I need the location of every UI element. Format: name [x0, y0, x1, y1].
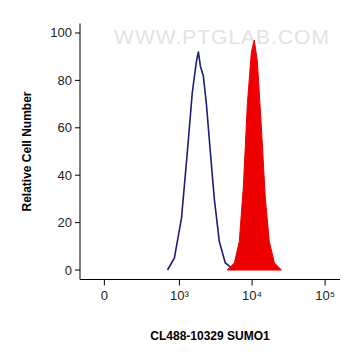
x-tick-label: 0 [101, 288, 108, 303]
series-group [168, 40, 282, 270]
y-tick-label: 60 [58, 120, 72, 135]
x-tick-label: 10³ [170, 288, 189, 303]
y-tick-label: 20 [58, 215, 72, 230]
y-tick-label: 80 [58, 73, 72, 88]
y-tick [75, 222, 80, 223]
area [227, 40, 281, 270]
y-tick-label: 100 [50, 25, 72, 40]
watermark: WWW.PTGLAB.COM [114, 25, 330, 48]
y-tick-label: 0 [65, 263, 72, 278]
y-tick [75, 80, 80, 81]
x-tick-label: 10⁴ [242, 288, 262, 303]
line [168, 52, 235, 270]
y-tick-label: 40 [58, 168, 72, 183]
x-tick [104, 280, 105, 286]
y-axis [80, 24, 81, 280]
y-tick [75, 127, 80, 128]
x-tick [325, 280, 326, 286]
x-tick [179, 280, 180, 286]
y-axis-label: Relative Cell Number [20, 91, 34, 211]
x-axis-label: CL488-10329 SUMO1 [150, 329, 270, 343]
y-tick [75, 32, 80, 33]
chart: WWW.PTGLAB.COM 0 20 40 60 80 100 0 10³ 10⁴ 10⁵ CL48… [0, 0, 361, 356]
y-tick [75, 175, 80, 176]
x-axis [80, 279, 340, 280]
x-tick-label: 10⁵ [315, 288, 335, 303]
y-tick [75, 270, 80, 271]
x-tick [252, 280, 253, 286]
